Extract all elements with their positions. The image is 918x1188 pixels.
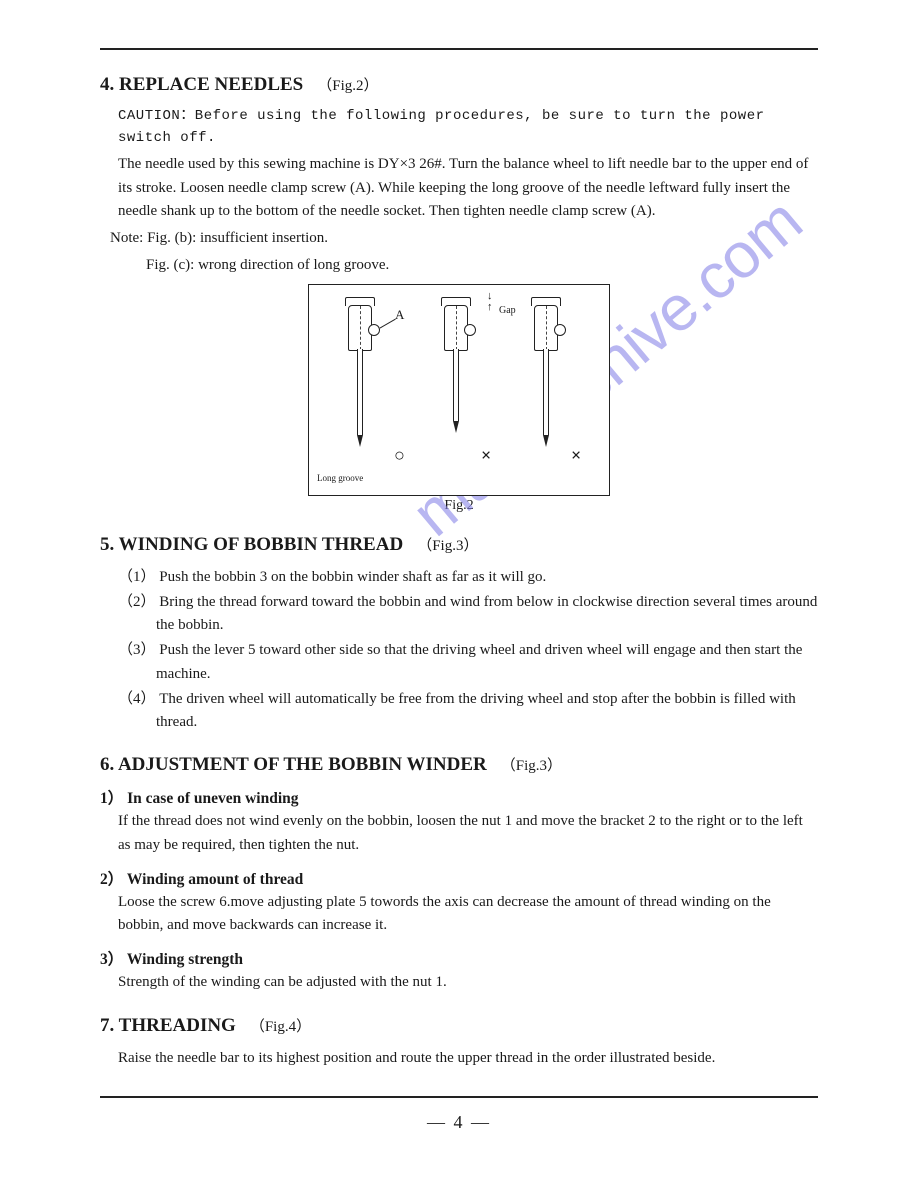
gap-arrows: ↓↑ [487,291,493,313]
sub-body-1: If the thread does not wind evenly on th… [100,810,818,857]
item-text: Push the lever 5 toward other side so th… [156,642,802,681]
label-gap: Gap [499,305,516,316]
item-number: （1） [118,569,156,585]
section-7-body: Raise the needle bar to its highest posi… [100,1047,818,1070]
sub-title: In case of uneven winding [127,790,298,807]
heading-text: 7. THREADING [100,1015,236,1037]
section-7: 7. THREADING （Fig.4） Raise the needle ba… [100,1015,818,1070]
body-paragraph: The needle used by this sewing machine i… [118,153,818,223]
sub-body-3: Strength of the winding can be adjusted … [100,971,818,994]
item-text: The driven wheel will automatically be f… [156,691,796,730]
needle-diagram-c [529,297,563,435]
label-a-leader [380,318,397,329]
heading-text: 6. ADJUSTMENT OF THE BOBBIN WINDER [100,754,487,776]
sub-title: Winding amount of thread [127,871,303,888]
section-4: 4. REPLACE NEEDLES （Fig.2） CAUTION：Befor… [100,74,818,514]
bottom-rule [100,1096,818,1098]
list-item: （4） The driven wheel will automatically … [118,688,818,735]
fig-ref: （Fig.3） [417,534,478,555]
item-text: Push the bobbin 3 on the bobbin winder s… [159,569,546,585]
sub-number: 1） [100,790,123,807]
note-line-1: Note: Fig. (b): insufficient insertion. [110,227,818,250]
section-5: 5. WINDING OF BOBBIN THREAD （Fig.3） （1） … [100,534,818,735]
mark-wrong-icon: × [481,445,491,466]
section-4-body-wrap: CAUTION：Before using the following proce… [100,106,818,223]
list-item: （3） Push the lever 5 toward other side s… [118,639,818,686]
list-item: （2） Bring the thread forward toward the … [118,591,818,638]
section-6-heading: 6. ADJUSTMENT OF THE BOBBIN WINDER （Fig.… [100,754,818,776]
sub-body-2: Loose the screw 6.move adjusting plate 5… [100,891,818,938]
fig-ref: （Fig.3） [501,754,562,775]
note-line-2: Fig. (c): wrong direction of long groove… [110,254,818,277]
figure-2-wrap: A Gap ↓↑ ○ × × Long groove [100,284,818,514]
sub-heading-3: 3） Winding strength [100,947,818,969]
sub-heading-1: 1） In case of uneven winding [100,786,818,808]
label-long-groove: Long groove [317,473,363,483]
item-number: （3） [118,642,156,658]
section-5-heading: 5. WINDING OF BOBBIN THREAD （Fig.3） [100,534,818,556]
mark-wrong-icon: × [571,445,581,466]
heading-text: 4. REPLACE NEEDLES [100,74,303,96]
item-text: Bring the thread forward toward the bobb… [156,594,817,633]
page-number: — 4 — [0,1112,918,1133]
manual-page: manualshive.com 4. REPLACE NEEDLES （Fig.… [0,0,918,1188]
sub-number: 3） [100,951,123,968]
figure-2-caption: Fig.2 [444,498,473,514]
section-4-heading: 4. REPLACE NEEDLES （Fig.2） [100,74,818,96]
figure-2-box: A Gap ↓↑ ○ × × Long groove [308,284,610,496]
item-number: （2） [118,594,156,610]
note-block: Note: Fig. (b): insufficient insertion. … [100,227,818,278]
list-item: （1） Push the bobbin 3 on the bobbin wind… [118,566,818,589]
sub-number: 2） [100,871,123,888]
needle-diagram-a [343,297,377,435]
fig-ref: （Fig.4） [250,1015,311,1036]
sub-heading-2: 2） Winding amount of thread [100,867,818,889]
top-rule [100,48,818,50]
sub-title: Winding strength [127,951,243,968]
section-7-heading: 7. THREADING （Fig.4） [100,1015,818,1037]
caution-line: CAUTION：Before using the following proce… [118,106,818,149]
fig-ref: （Fig.2） [317,74,378,95]
needle-diagram-b [439,297,473,421]
item-number: （4） [118,691,156,707]
mark-correct-icon: ○ [394,445,405,466]
numbered-list: （1） Push the bobbin 3 on the bobbin wind… [100,566,818,735]
section-6: 6. ADJUSTMENT OF THE BOBBIN WINDER （Fig.… [100,754,818,994]
heading-text: 5. WINDING OF BOBBIN THREAD [100,534,403,556]
